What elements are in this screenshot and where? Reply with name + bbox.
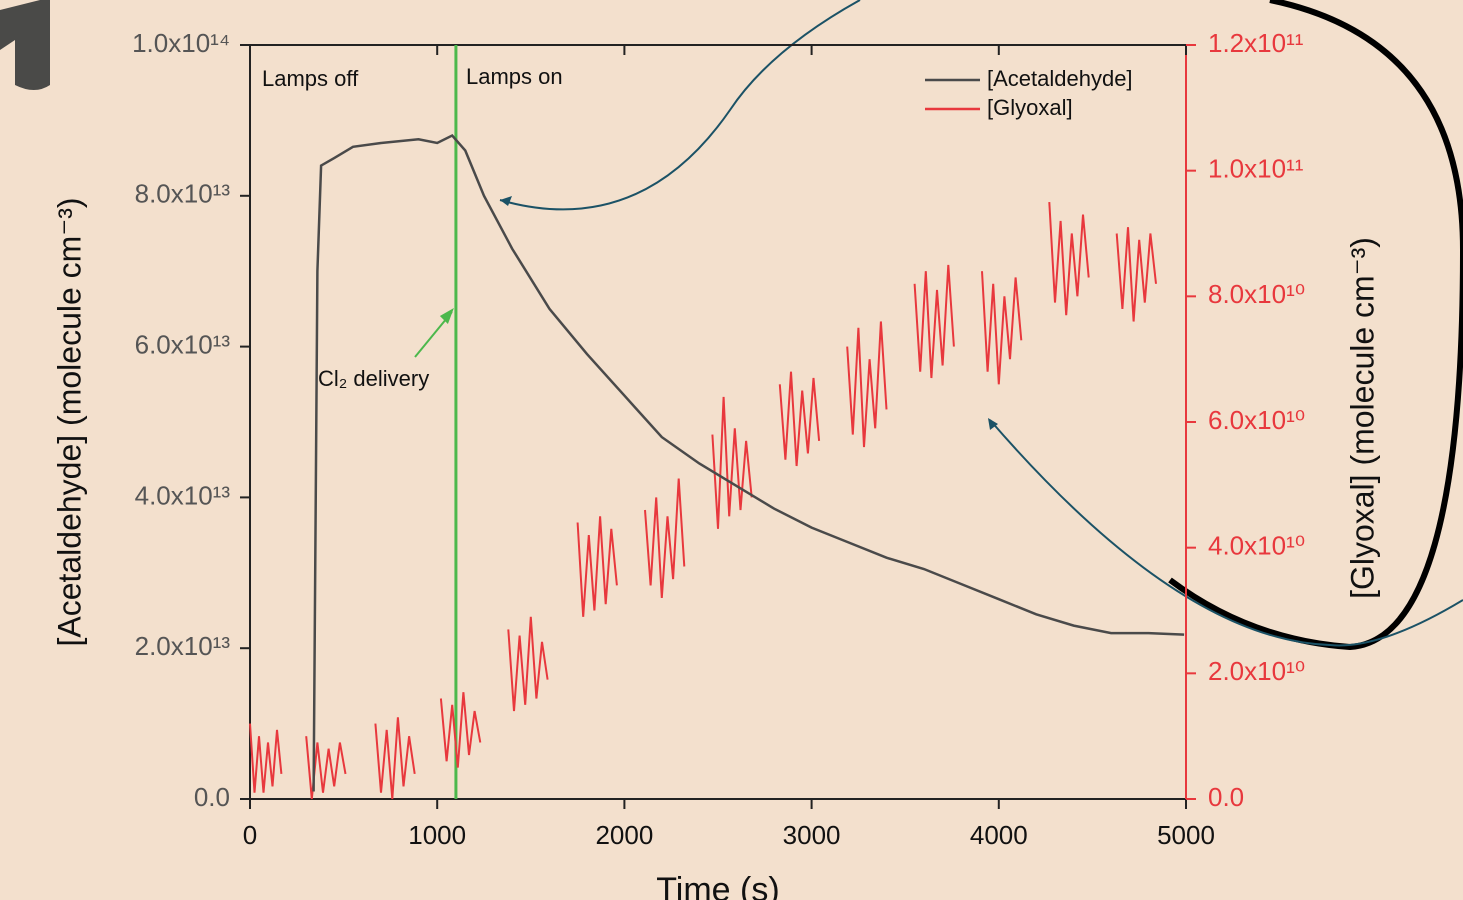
decorative-ring xyxy=(1168,0,1463,651)
x-tick-label: 1000 xyxy=(408,820,466,850)
pointer-head xyxy=(500,196,512,206)
y2-axis-title: [Glyoxal] (molecule cm⁻³) xyxy=(1344,237,1380,599)
pointer-curve xyxy=(989,419,1463,647)
pointer-head xyxy=(988,418,998,430)
series-line xyxy=(249,202,1157,800)
y2-tick-label: 6.0x10¹⁰ xyxy=(1208,405,1305,435)
pointer-curve xyxy=(499,0,861,211)
series-line xyxy=(312,133,1185,792)
y-tick-label: 4.0x10¹³ xyxy=(135,480,231,510)
y2-tick-label: 1.0x10¹¹ xyxy=(1208,154,1304,184)
annotation: Lamps off xyxy=(262,66,359,91)
y-tick-label: 8.0x10¹³ xyxy=(135,179,231,209)
y-tick-label: 1.0x10¹⁴ xyxy=(132,28,230,58)
y-tick-label: 2.0x10¹³ xyxy=(135,631,231,661)
corner-decoration xyxy=(0,0,50,90)
y2-tick-label: 4.0x10¹⁰ xyxy=(1208,531,1305,561)
annotation: Lamps on xyxy=(466,64,563,89)
annotation: Cl₂ delivery xyxy=(318,366,429,391)
x-axis-title: Time (s) xyxy=(656,871,779,900)
y-tick-label: 0.0 xyxy=(194,782,230,812)
y2-tick-label: 8.0x10¹⁰ xyxy=(1208,279,1305,309)
x-tick-label: 4000 xyxy=(970,820,1028,850)
y-tick-label: 6.0x10¹³ xyxy=(135,329,231,359)
x-tick-label: 0 xyxy=(243,820,257,850)
x-tick-label: 2000 xyxy=(595,820,653,850)
legend-label: [Glyoxal] xyxy=(987,95,1073,120)
y2-tick-label: 1.2x10¹¹ xyxy=(1208,28,1304,58)
y2-tick-label: 2.0x10¹⁰ xyxy=(1208,656,1305,686)
x-tick-label: 5000 xyxy=(1157,820,1215,850)
y2-tick-label: 0.0 xyxy=(1208,782,1244,812)
x-tick-label: 3000 xyxy=(783,820,841,850)
legend-label: [Acetaldehyde] xyxy=(987,66,1133,91)
event-arrow-head xyxy=(439,308,454,324)
y-axis-title: [Acetaldehyde] (molecule cm⁻³) xyxy=(51,197,87,646)
